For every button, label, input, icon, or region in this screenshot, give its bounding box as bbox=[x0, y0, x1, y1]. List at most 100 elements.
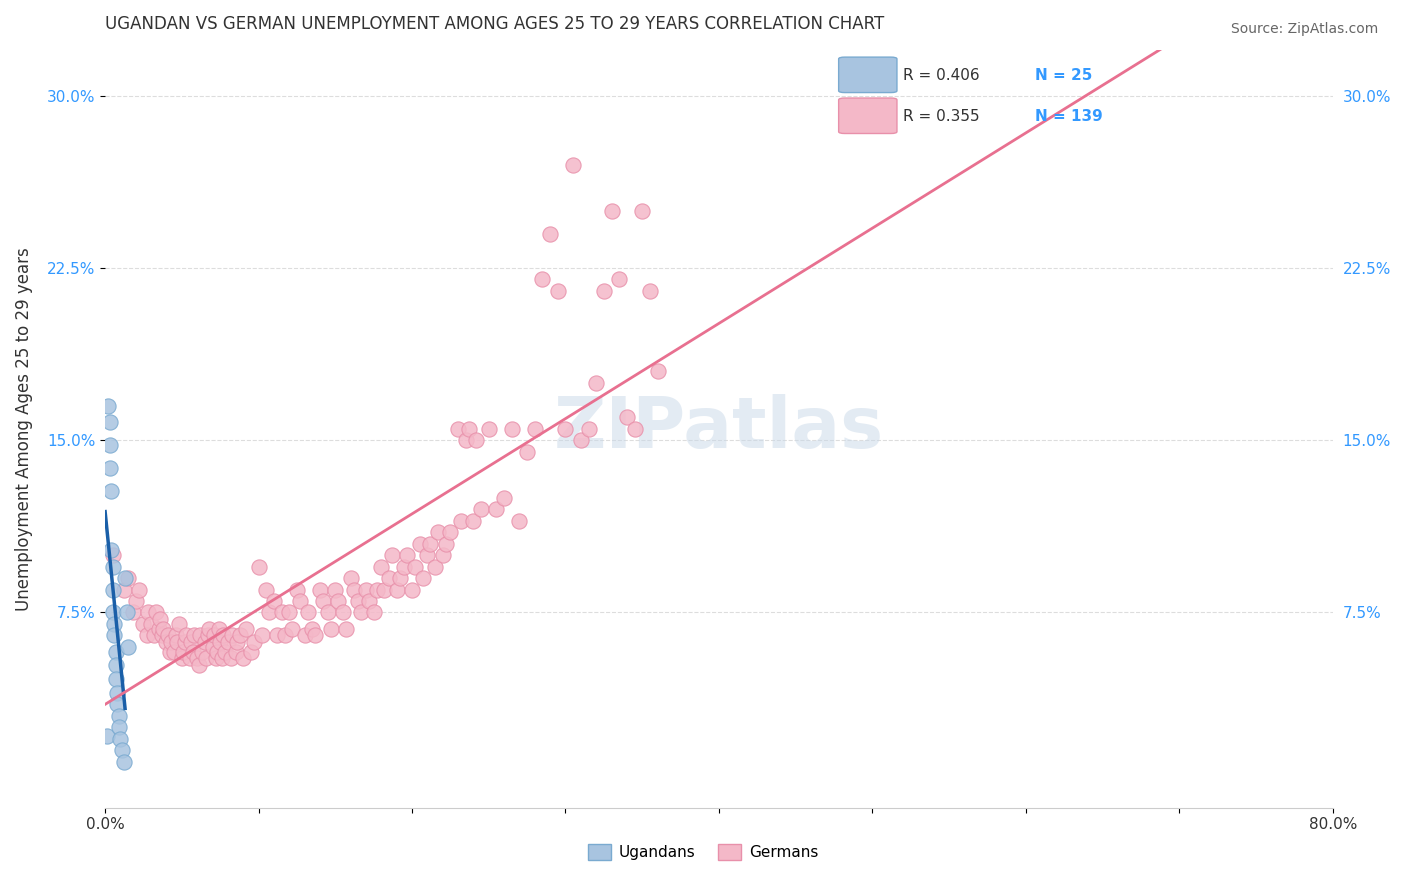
Point bbox=[294, 628, 316, 642]
Point bbox=[117, 640, 139, 654]
Point bbox=[416, 548, 439, 562]
Point bbox=[211, 651, 233, 665]
Point bbox=[323, 582, 346, 597]
Point bbox=[259, 606, 281, 620]
Point bbox=[385, 582, 408, 597]
Point bbox=[254, 582, 277, 597]
Point bbox=[304, 628, 326, 642]
Point bbox=[523, 422, 546, 436]
Point bbox=[219, 651, 242, 665]
Point bbox=[301, 622, 323, 636]
Point bbox=[401, 582, 423, 597]
Point bbox=[319, 622, 342, 636]
Point bbox=[465, 434, 488, 448]
Point bbox=[478, 422, 501, 436]
Point bbox=[205, 644, 228, 658]
Point bbox=[439, 525, 461, 540]
Point bbox=[232, 651, 254, 665]
Point bbox=[105, 686, 128, 700]
Point bbox=[335, 622, 357, 636]
Point bbox=[186, 651, 208, 665]
Point bbox=[114, 571, 136, 585]
Point bbox=[166, 635, 188, 649]
Point bbox=[101, 559, 124, 574]
Point bbox=[363, 606, 385, 620]
Point bbox=[204, 651, 226, 665]
Point bbox=[623, 422, 645, 436]
Point bbox=[370, 559, 392, 574]
Point bbox=[381, 548, 404, 562]
Point bbox=[217, 635, 239, 649]
Point bbox=[188, 628, 211, 642]
Point bbox=[501, 422, 523, 436]
Point bbox=[350, 606, 373, 620]
Text: Source: ZipAtlas.com: Source: ZipAtlas.com bbox=[1230, 22, 1378, 37]
Y-axis label: Unemployment Among Ages 25 to 29 years: Unemployment Among Ages 25 to 29 years bbox=[15, 247, 32, 611]
Point bbox=[423, 559, 446, 574]
Point bbox=[135, 628, 157, 642]
Point bbox=[434, 536, 457, 550]
Point bbox=[239, 644, 262, 658]
Point bbox=[150, 628, 173, 642]
Point bbox=[198, 622, 221, 636]
Point bbox=[112, 755, 135, 769]
Point bbox=[273, 628, 295, 642]
Point bbox=[616, 410, 638, 425]
Point bbox=[412, 571, 434, 585]
Point bbox=[170, 651, 193, 665]
Point bbox=[388, 571, 411, 585]
Point bbox=[117, 571, 139, 585]
Point bbox=[155, 635, 177, 649]
Point bbox=[98, 438, 121, 452]
Point bbox=[115, 606, 138, 620]
Point bbox=[450, 514, 472, 528]
Point bbox=[235, 622, 257, 636]
Point bbox=[647, 364, 669, 378]
Point bbox=[463, 514, 485, 528]
Point bbox=[191, 644, 214, 658]
Point bbox=[103, 617, 125, 632]
Point bbox=[181, 644, 204, 658]
Point bbox=[125, 594, 148, 608]
Point bbox=[136, 606, 159, 620]
Point bbox=[297, 606, 319, 620]
Point bbox=[172, 644, 194, 658]
Point bbox=[578, 422, 600, 436]
Point bbox=[214, 644, 236, 658]
Point bbox=[394, 559, 416, 574]
Point bbox=[404, 559, 426, 574]
Point bbox=[176, 628, 198, 642]
Point bbox=[101, 582, 124, 597]
Point bbox=[104, 658, 127, 673]
Point bbox=[332, 606, 354, 620]
Point bbox=[328, 594, 350, 608]
Point bbox=[309, 582, 332, 597]
Point bbox=[108, 708, 131, 723]
Point bbox=[98, 460, 121, 475]
Point bbox=[229, 628, 252, 642]
Point bbox=[263, 594, 285, 608]
Point bbox=[167, 617, 190, 632]
Point bbox=[208, 622, 231, 636]
Point bbox=[143, 628, 166, 642]
Point bbox=[631, 203, 654, 218]
Point bbox=[148, 622, 170, 636]
Point bbox=[396, 548, 419, 562]
Point bbox=[250, 628, 273, 642]
Point bbox=[187, 658, 209, 673]
Point bbox=[145, 606, 167, 620]
Point bbox=[179, 651, 201, 665]
Point bbox=[247, 559, 270, 574]
Point bbox=[281, 622, 304, 636]
Point bbox=[419, 536, 441, 550]
Point bbox=[562, 158, 585, 172]
Point bbox=[104, 672, 127, 686]
Point bbox=[159, 644, 181, 658]
Point bbox=[112, 582, 135, 597]
Point bbox=[347, 594, 370, 608]
Point bbox=[110, 731, 132, 746]
Point bbox=[600, 203, 623, 218]
Point bbox=[149, 612, 172, 626]
Point bbox=[339, 571, 361, 585]
Point bbox=[366, 582, 388, 597]
